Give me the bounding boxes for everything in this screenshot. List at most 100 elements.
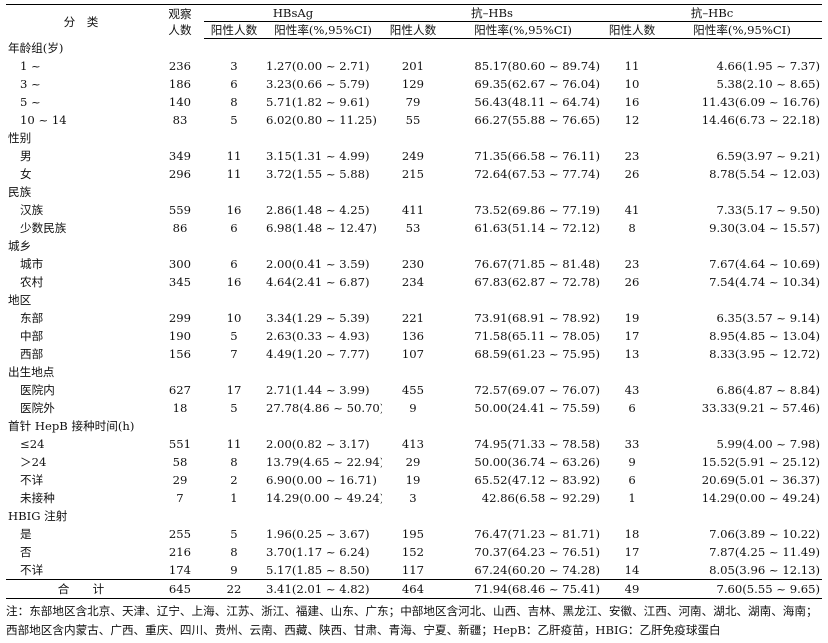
header-antihbc-rate: 阳性率(%,95%CI) — [662, 21, 823, 39]
cell-antihbs-count: 201 — [401, 59, 425, 73]
cell-row-label: 农村 — [20, 275, 44, 289]
table-row: 城市 300 6 2.00(0.41 ~ 3.59) 230 76.67(71.85 ~ … — [6, 255, 822, 273]
cell-antihbc-count: 23 — [624, 149, 640, 163]
category-label: 出生地点 — [8, 365, 55, 379]
header-row-2: 阳性人数 阳性率(%,95%CI) 阳性人数 阳性率(%,95%CI) 阳性人数… — [6, 21, 823, 39]
table-row: 1 ~ 236 3 1.27(0.00 ~ 2.71) 201 85.17(80.60 ~… — [6, 57, 822, 75]
table-row: 汉族 559 16 2.86(1.48 ~ 4.25) 411 73.52(69.86 ~… — [6, 201, 822, 219]
cell-antihbs-rate: 85.17(80.60 ~ 89.74) — [474, 59, 601, 73]
cell-antihbs-count: 230 — [401, 257, 425, 271]
cell-observed: 18 — [172, 401, 188, 415]
cell-antihbc-rate: 7.06(3.89 ~ 10.22) — [709, 527, 821, 541]
cell-antihbs-count: 3 — [409, 491, 417, 505]
category-row: 出生地点 — [6, 363, 822, 381]
cell-hbsag-rate: 6.98(1.48 ~ 12.47) — [266, 221, 377, 235]
cell-observed: 349 — [168, 149, 192, 163]
cell-antihbs-rate: 66.27(55.88 ~ 76.65) — [474, 113, 601, 127]
cell-observed: 236 — [168, 59, 192, 73]
cell-observed: 559 — [168, 203, 192, 217]
table-row: 5 ~ 140 8 5.71(1.82 ~ 9.61) 79 56.43(48.11 ~ … — [6, 93, 822, 111]
category-label: HBIG 注射 — [8, 509, 68, 523]
cell-observed: 86 — [172, 221, 188, 235]
cell-hbsag-count: 17 — [226, 383, 242, 397]
table-body: 年龄组(岁) 1 ~236 3 1.27(0.00 ~ 2.71) 201 85.17(8… — [6, 39, 822, 580]
category-row: 首针 HepB 接种时间(h) — [6, 417, 822, 435]
cell-antihbc-rate: 7.33(5.17 ~ 9.50) — [716, 203, 821, 217]
table-row: 3 ~ 186 6 3.23(0.66 ~ 5.79) 129 69.35(62.67 ~… — [6, 75, 822, 93]
cell-antihbs-count: 234 — [401, 275, 425, 289]
header-hbsag: HBsAg — [204, 4, 382, 22]
cell-antihbs-count: 29 — [405, 455, 421, 469]
cell-hbsag-rate: 13.79(4.65 ~ 22.94) — [266, 455, 382, 469]
cell-antihbc-rate: 14.46(6.73 ~ 22.18) — [701, 113, 821, 127]
cell-antihbs-rate: 70.37(64.23 ~ 76.51) — [474, 545, 601, 559]
table-row: 否 216 8 3.70(1.17 ~ 6.24) 152 70.37(64.23 ~ 7… — [6, 543, 822, 561]
cell-hbsag-count: 11 — [226, 437, 242, 451]
cell-antihbs-rate: 68.59(61.23 ~ 75.95) — [474, 347, 601, 361]
cell-antihbc-rate: 14.29(0.00 ~ 49.24) — [701, 491, 821, 505]
cell-antihbc-rate: 7.67(4.64 ~ 10.69) — [709, 257, 821, 271]
table-row: 西部 156 7 4.49(1.20 ~ 7.77) 107 68.59(61.23 ~ … — [6, 345, 822, 363]
total-label: 合 计 — [6, 579, 156, 599]
cell-observed: 627 — [168, 383, 192, 397]
cell-row-label: 女 — [20, 167, 32, 181]
cell-hbsag-count: 5 — [230, 113, 238, 127]
cell-observed: 83 — [172, 113, 188, 127]
cell-hbsag-rate: 2.86(1.48 ~ 4.25) — [266, 203, 370, 217]
cell-observed: 296 — [168, 167, 192, 181]
cell-antihbc-rate: 6.35(3.57 ~ 9.14) — [716, 311, 821, 325]
cell-antihbc-rate: 7.54(4.74 ~ 10.34) — [709, 275, 821, 289]
header-observed-line1: 观察 — [168, 6, 192, 21]
cell-antihbs-count: 152 — [401, 545, 425, 559]
cell-row-label: 汉族 — [20, 203, 44, 217]
cell-antihbs-rate: 72.57(69.07 ~ 76.07) — [474, 383, 601, 397]
cell-hbsag-count: 11 — [226, 149, 242, 163]
cell-hbsag-rate: 3.34(1.29 ~ 5.39) — [266, 311, 370, 325]
cell-antihbc-count: 14 — [624, 563, 640, 577]
cell-hbsag-count: 16 — [226, 275, 242, 289]
cell-hbsag-count: 3 — [230, 59, 238, 73]
cell-antihbs-count: 455 — [401, 383, 425, 397]
cell-antihbs-rate: 50.00(36.74 ~ 63.26) — [474, 455, 601, 469]
category-label: 城乡 — [8, 239, 32, 253]
cell-antihbs-rate: 73.52(69.86 ~ 77.19) — [474, 203, 601, 217]
cell-antihbs-rate: 50.00(24.41 ~ 75.59) — [474, 401, 601, 415]
cell-row-label: 5 ~ — [20, 95, 41, 109]
category-label: 年龄组(岁) — [8, 41, 64, 55]
cell-antihbc-rate: 4.66(1.95 ~ 7.37) — [716, 59, 821, 73]
cell-hbsag-count: 1 — [230, 491, 238, 505]
table-row: 女 296 11 3.72(1.55 ~ 5.88) 215 72.64(67.53 ~ … — [6, 165, 822, 183]
header-antihbc-count: 阳性人数 — [602, 21, 663, 39]
cell-observed: 299 — [168, 311, 192, 325]
cell-antihbc-count: 1 — [628, 491, 636, 505]
cell-antihbs-rate: 73.91(68.91 ~ 78.92) — [474, 311, 601, 325]
cell-hbsag-count: 16 — [226, 203, 242, 217]
table-row: 医院外 18 5 27.78(4.86 ~ 50.70) 9 50.00(24.41 ~ … — [6, 399, 822, 417]
cell-antihbc-count: 19 — [624, 311, 640, 325]
cell-antihbs-rate: 67.83(62.87 ~ 72.78) — [474, 275, 601, 289]
cell-observed: 216 — [168, 545, 192, 559]
cell-row-label: 是 — [20, 527, 32, 541]
cell-antihbs-count: 19 — [405, 473, 421, 487]
cell-antihbc-count: 10 — [624, 77, 640, 91]
header-hbsag-rate: 阳性率(%,95%CI) — [264, 21, 382, 39]
table-row: 少数民族 86 6 6.98(1.48 ~ 12.47) 53 61.63(51.14 ~… — [6, 219, 822, 237]
cell-antihbc-count: 6 — [628, 473, 636, 487]
cell-row-label: 医院外 — [20, 401, 55, 415]
cell-observed: 58 — [172, 455, 188, 469]
cell-antihbs-count: 249 — [401, 149, 425, 163]
table-row: 10 ~ 14 83 5 6.02(0.80 ~ 11.25) 55 66.27(55.8… — [6, 111, 822, 129]
cell-antihbs-count: 55 — [405, 113, 421, 127]
cell-hbsag-rate: 1.96(0.25 ~ 3.67) — [266, 527, 370, 541]
cell-antihbs-count: 79 — [405, 95, 421, 109]
category-row: 城乡 — [6, 237, 822, 255]
cell-antihbs-count: 221 — [401, 311, 425, 325]
cell-antihbc-count: 26 — [624, 275, 640, 289]
cell-antihbs-count: 129 — [401, 77, 425, 91]
cell-antihbc-rate: 33.33(9.21 ~ 57.46) — [701, 401, 821, 415]
cell-observed: 156 — [168, 347, 192, 361]
cell-observed: 29 — [172, 473, 188, 487]
cell-antihbc-rate: 8.05(3.96 ~ 12.13) — [709, 563, 821, 577]
total-observed: 645 — [156, 579, 204, 599]
cell-hbsag-count: 8 — [230, 95, 238, 109]
